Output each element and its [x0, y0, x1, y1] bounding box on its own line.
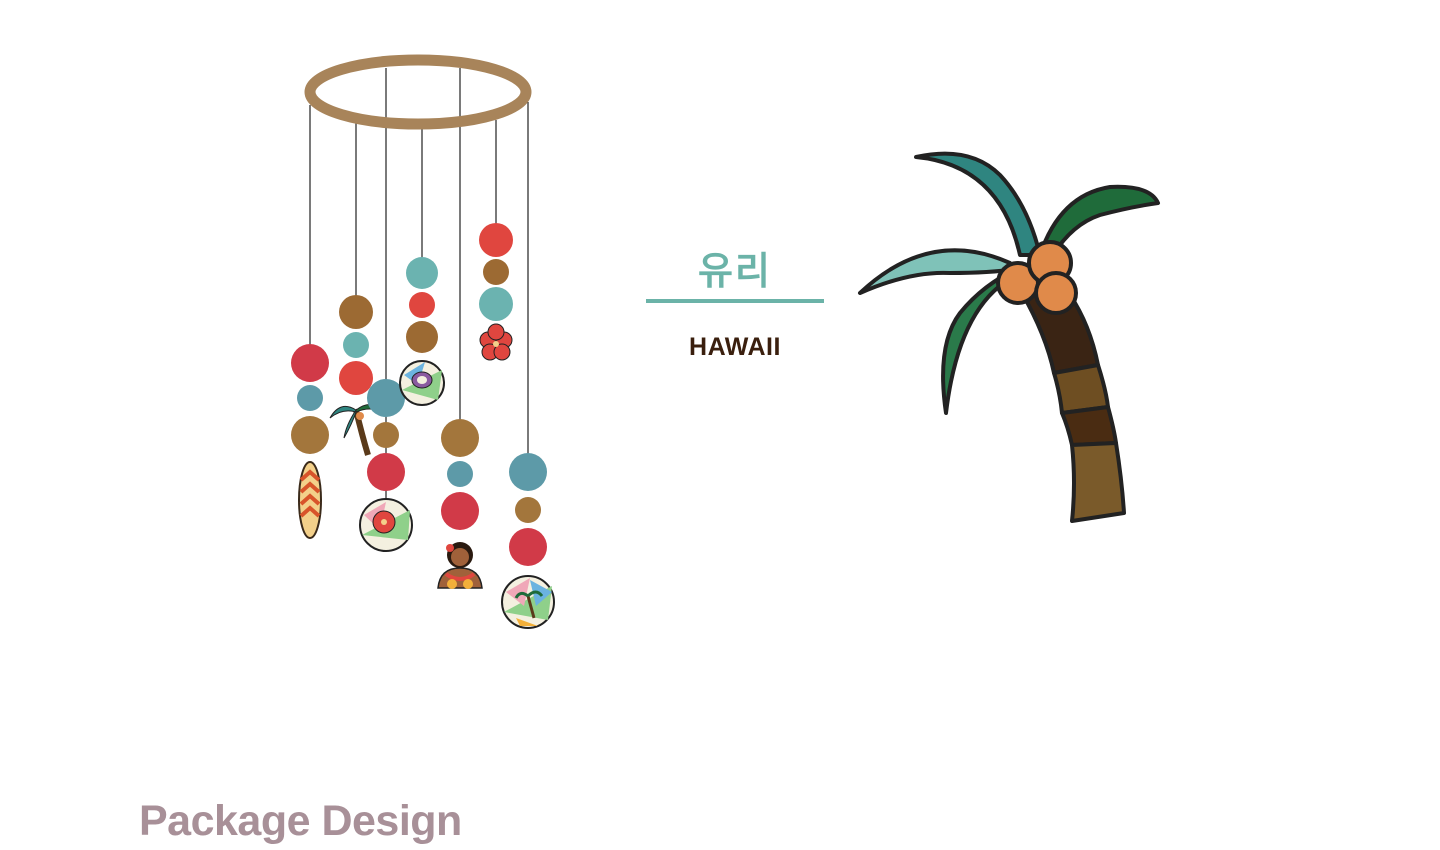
hawaii-mobile-illustration [291, 54, 555, 629]
palm-leaves [858, 151, 1160, 415]
wooden-hoop [304, 54, 532, 130]
title-divider [646, 299, 824, 303]
surfboard-icon [298, 461, 322, 539]
string-1-beads [291, 344, 329, 539]
coconut-medallion-icon [399, 360, 445, 406]
beach-medallion-icon [501, 575, 555, 629]
coconuts [996, 240, 1078, 315]
string-6-beads [479, 223, 513, 361]
section-heading: Package Design [139, 797, 462, 845]
label-block: 유리 HAWAII [645, 245, 825, 362]
palm-tree-illustration [858, 151, 1160, 523]
string-3-beads [359, 379, 413, 552]
hibiscus-flower-icon [479, 323, 513, 361]
string-2-beads [329, 295, 383, 456]
subtitle: HAWAII [689, 333, 781, 361]
korean-title: 유리 [698, 249, 772, 293]
hibiscus-medallion-icon [359, 498, 413, 552]
string-5-beads [437, 419, 483, 589]
string-7-beads [501, 453, 555, 629]
palm-trunk [1020, 291, 1126, 523]
hula-dancer-icon [437, 542, 483, 589]
mobile-strings [309, 68, 529, 520]
string-4-beads [399, 257, 445, 406]
